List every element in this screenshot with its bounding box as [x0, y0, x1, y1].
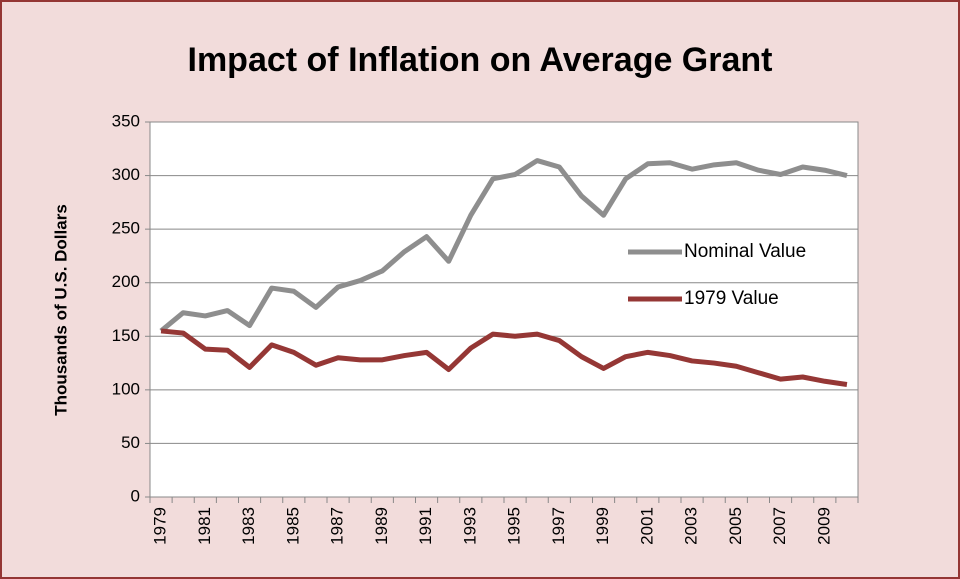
x-tick-label: 1985	[283, 507, 302, 545]
x-tick-label: 1979	[151, 507, 170, 545]
x-tick-label: 1999	[593, 507, 612, 545]
y-tick-label: 100	[112, 379, 140, 398]
y-tick-label: 300	[112, 165, 140, 184]
y-tick-label: 250	[112, 219, 140, 238]
x-tick-label: 2009	[814, 507, 833, 545]
x-tick-label: 2007	[770, 507, 789, 545]
y-tick-label: 150	[112, 326, 140, 345]
series-line	[160, 328, 848, 387]
legend-label: 1979 Value	[684, 288, 779, 309]
x-tick-label: 2003	[682, 507, 701, 545]
y-tick-label: 0	[131, 486, 140, 505]
x-tick-label: 1997	[549, 507, 568, 545]
x-tick-label: 1993	[460, 507, 479, 545]
x-tick-label: 1981	[195, 507, 214, 545]
x-tick-label: 1987	[328, 507, 347, 545]
y-tick-label: 200	[112, 272, 140, 291]
x-tick-label: 1991	[416, 507, 435, 545]
series-line	[159, 158, 848, 333]
x-tick-label: 2001	[637, 507, 656, 545]
x-tick-label: 1989	[372, 507, 391, 545]
x-tick-label: 1983	[239, 507, 258, 545]
y-tick-label: 350	[112, 111, 140, 130]
chart-title: Impact of Inflation on Average Grant	[188, 41, 773, 79]
y-axis-label: Thousands of U.S. Dollars	[51, 204, 70, 416]
y-tick-label: 50	[121, 433, 140, 452]
x-tick-label: 1995	[505, 507, 524, 545]
x-tick-label: 2005	[726, 507, 745, 545]
legend-label: Nominal Value	[684, 241, 806, 262]
plot-area	[149, 121, 859, 498]
